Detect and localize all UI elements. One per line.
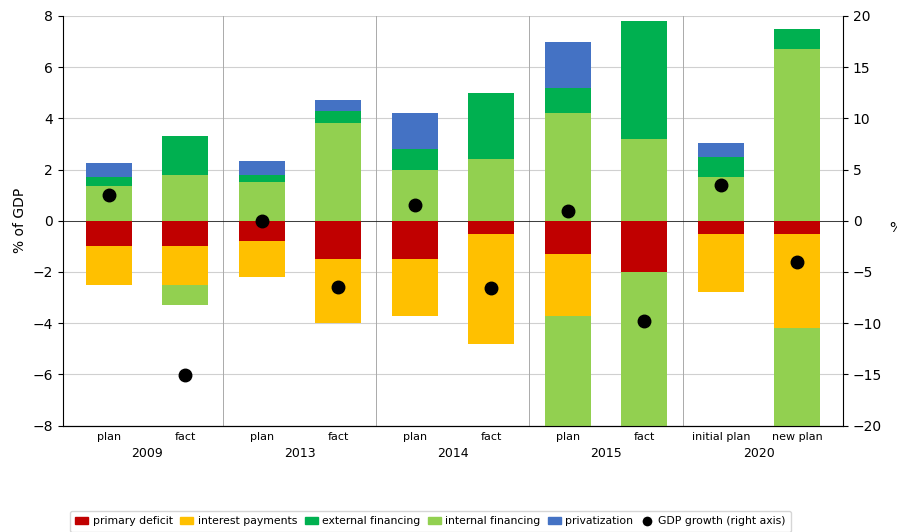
Y-axis label: % of GDP: % of GDP (13, 188, 27, 253)
Bar (392, 113, 438, 149)
Bar (315, 111, 361, 123)
Bar (315, 101, 361, 111)
Bar (622, 272, 667, 469)
Bar (315, 123, 361, 221)
Text: plan: plan (555, 432, 579, 442)
Bar (468, 221, 514, 234)
Text: fact: fact (481, 432, 502, 442)
Bar (392, 170, 438, 221)
Bar (239, 161, 284, 174)
Bar (698, 143, 744, 157)
Legend: primary deficit, interest payments, external financing, internal financing, priv: primary deficit, interest payments, exte… (70, 511, 791, 532)
Bar (698, 234, 744, 293)
Text: plan: plan (249, 432, 274, 442)
Bar (315, 221, 361, 259)
Bar (774, 49, 820, 221)
Bar (239, 182, 284, 221)
Text: fact: fact (327, 432, 349, 442)
Bar (544, 113, 591, 221)
Bar (774, 234, 820, 328)
Text: fact: fact (175, 432, 196, 442)
Bar (86, 186, 132, 221)
Text: 2015: 2015 (590, 447, 622, 460)
Bar (392, 221, 438, 259)
Bar (698, 221, 744, 234)
Bar (774, 328, 820, 431)
Bar (622, 139, 667, 221)
Bar (544, 41, 591, 88)
Text: 2009: 2009 (131, 447, 163, 460)
Bar (698, 177, 744, 221)
Bar (544, 221, 591, 254)
Bar (622, 21, 667, 139)
Y-axis label: %: % (890, 221, 897, 235)
Bar (544, 254, 591, 315)
Bar (544, 88, 591, 113)
Bar (468, 93, 514, 160)
Bar (315, 259, 361, 323)
Bar (162, 221, 208, 246)
Bar (468, 234, 514, 344)
Bar (392, 259, 438, 315)
Bar (162, 246, 208, 285)
Text: 2020: 2020 (743, 447, 775, 460)
Bar (239, 221, 284, 242)
Text: plan: plan (97, 432, 121, 442)
Text: 2013: 2013 (284, 447, 316, 460)
Text: plan: plan (403, 432, 427, 442)
Text: new plan: new plan (772, 432, 823, 442)
Bar (162, 285, 208, 305)
Bar (774, 221, 820, 234)
Bar (698, 157, 744, 177)
Bar (468, 160, 514, 221)
Text: fact: fact (633, 432, 655, 442)
Text: initial plan: initial plan (692, 432, 750, 442)
Bar (86, 221, 132, 246)
Bar (239, 174, 284, 182)
Bar (162, 174, 208, 221)
Bar (622, 221, 667, 272)
Bar (86, 163, 132, 177)
Bar (774, 29, 820, 49)
Bar (544, 315, 591, 485)
Text: 2014: 2014 (437, 447, 469, 460)
Bar (86, 246, 132, 285)
Bar (392, 149, 438, 170)
Bar (239, 242, 284, 277)
Bar (86, 177, 132, 186)
Bar (162, 136, 208, 174)
